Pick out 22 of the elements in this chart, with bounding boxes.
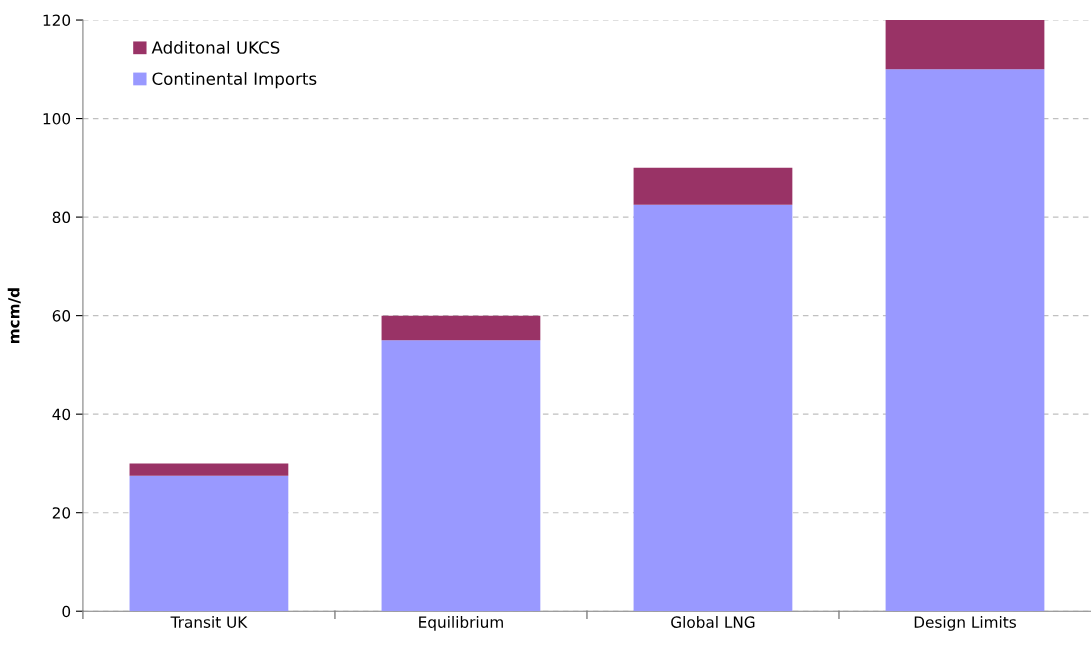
y-tick-label: 120 xyxy=(43,14,71,27)
x-tick-label: Equilibrium xyxy=(419,616,503,631)
x-tick-label: Design Limits xyxy=(914,616,1016,631)
legend-label: Additonal UKCS xyxy=(151,40,280,54)
legend-label: Continental Imports xyxy=(152,72,317,89)
y-tick-label: 20 xyxy=(52,507,71,519)
y-tick-label: 0 xyxy=(62,605,71,618)
bar xyxy=(381,340,541,612)
y-tick-label: 40 xyxy=(52,408,71,421)
bar xyxy=(129,475,289,612)
y-tick-label: 80 xyxy=(52,211,71,224)
bar xyxy=(885,69,1045,612)
bar xyxy=(633,167,793,205)
y-tick-label: 60 xyxy=(52,310,71,322)
bar xyxy=(633,204,793,612)
x-tick-label: Transit UK xyxy=(170,616,248,628)
y-axis-title: mcm/d xyxy=(7,288,21,344)
bar xyxy=(129,463,289,476)
bar xyxy=(381,315,541,341)
x-tick-label: Global LNG xyxy=(671,616,755,628)
y-tick-label: 100 xyxy=(43,113,71,125)
bar xyxy=(885,20,1045,70)
